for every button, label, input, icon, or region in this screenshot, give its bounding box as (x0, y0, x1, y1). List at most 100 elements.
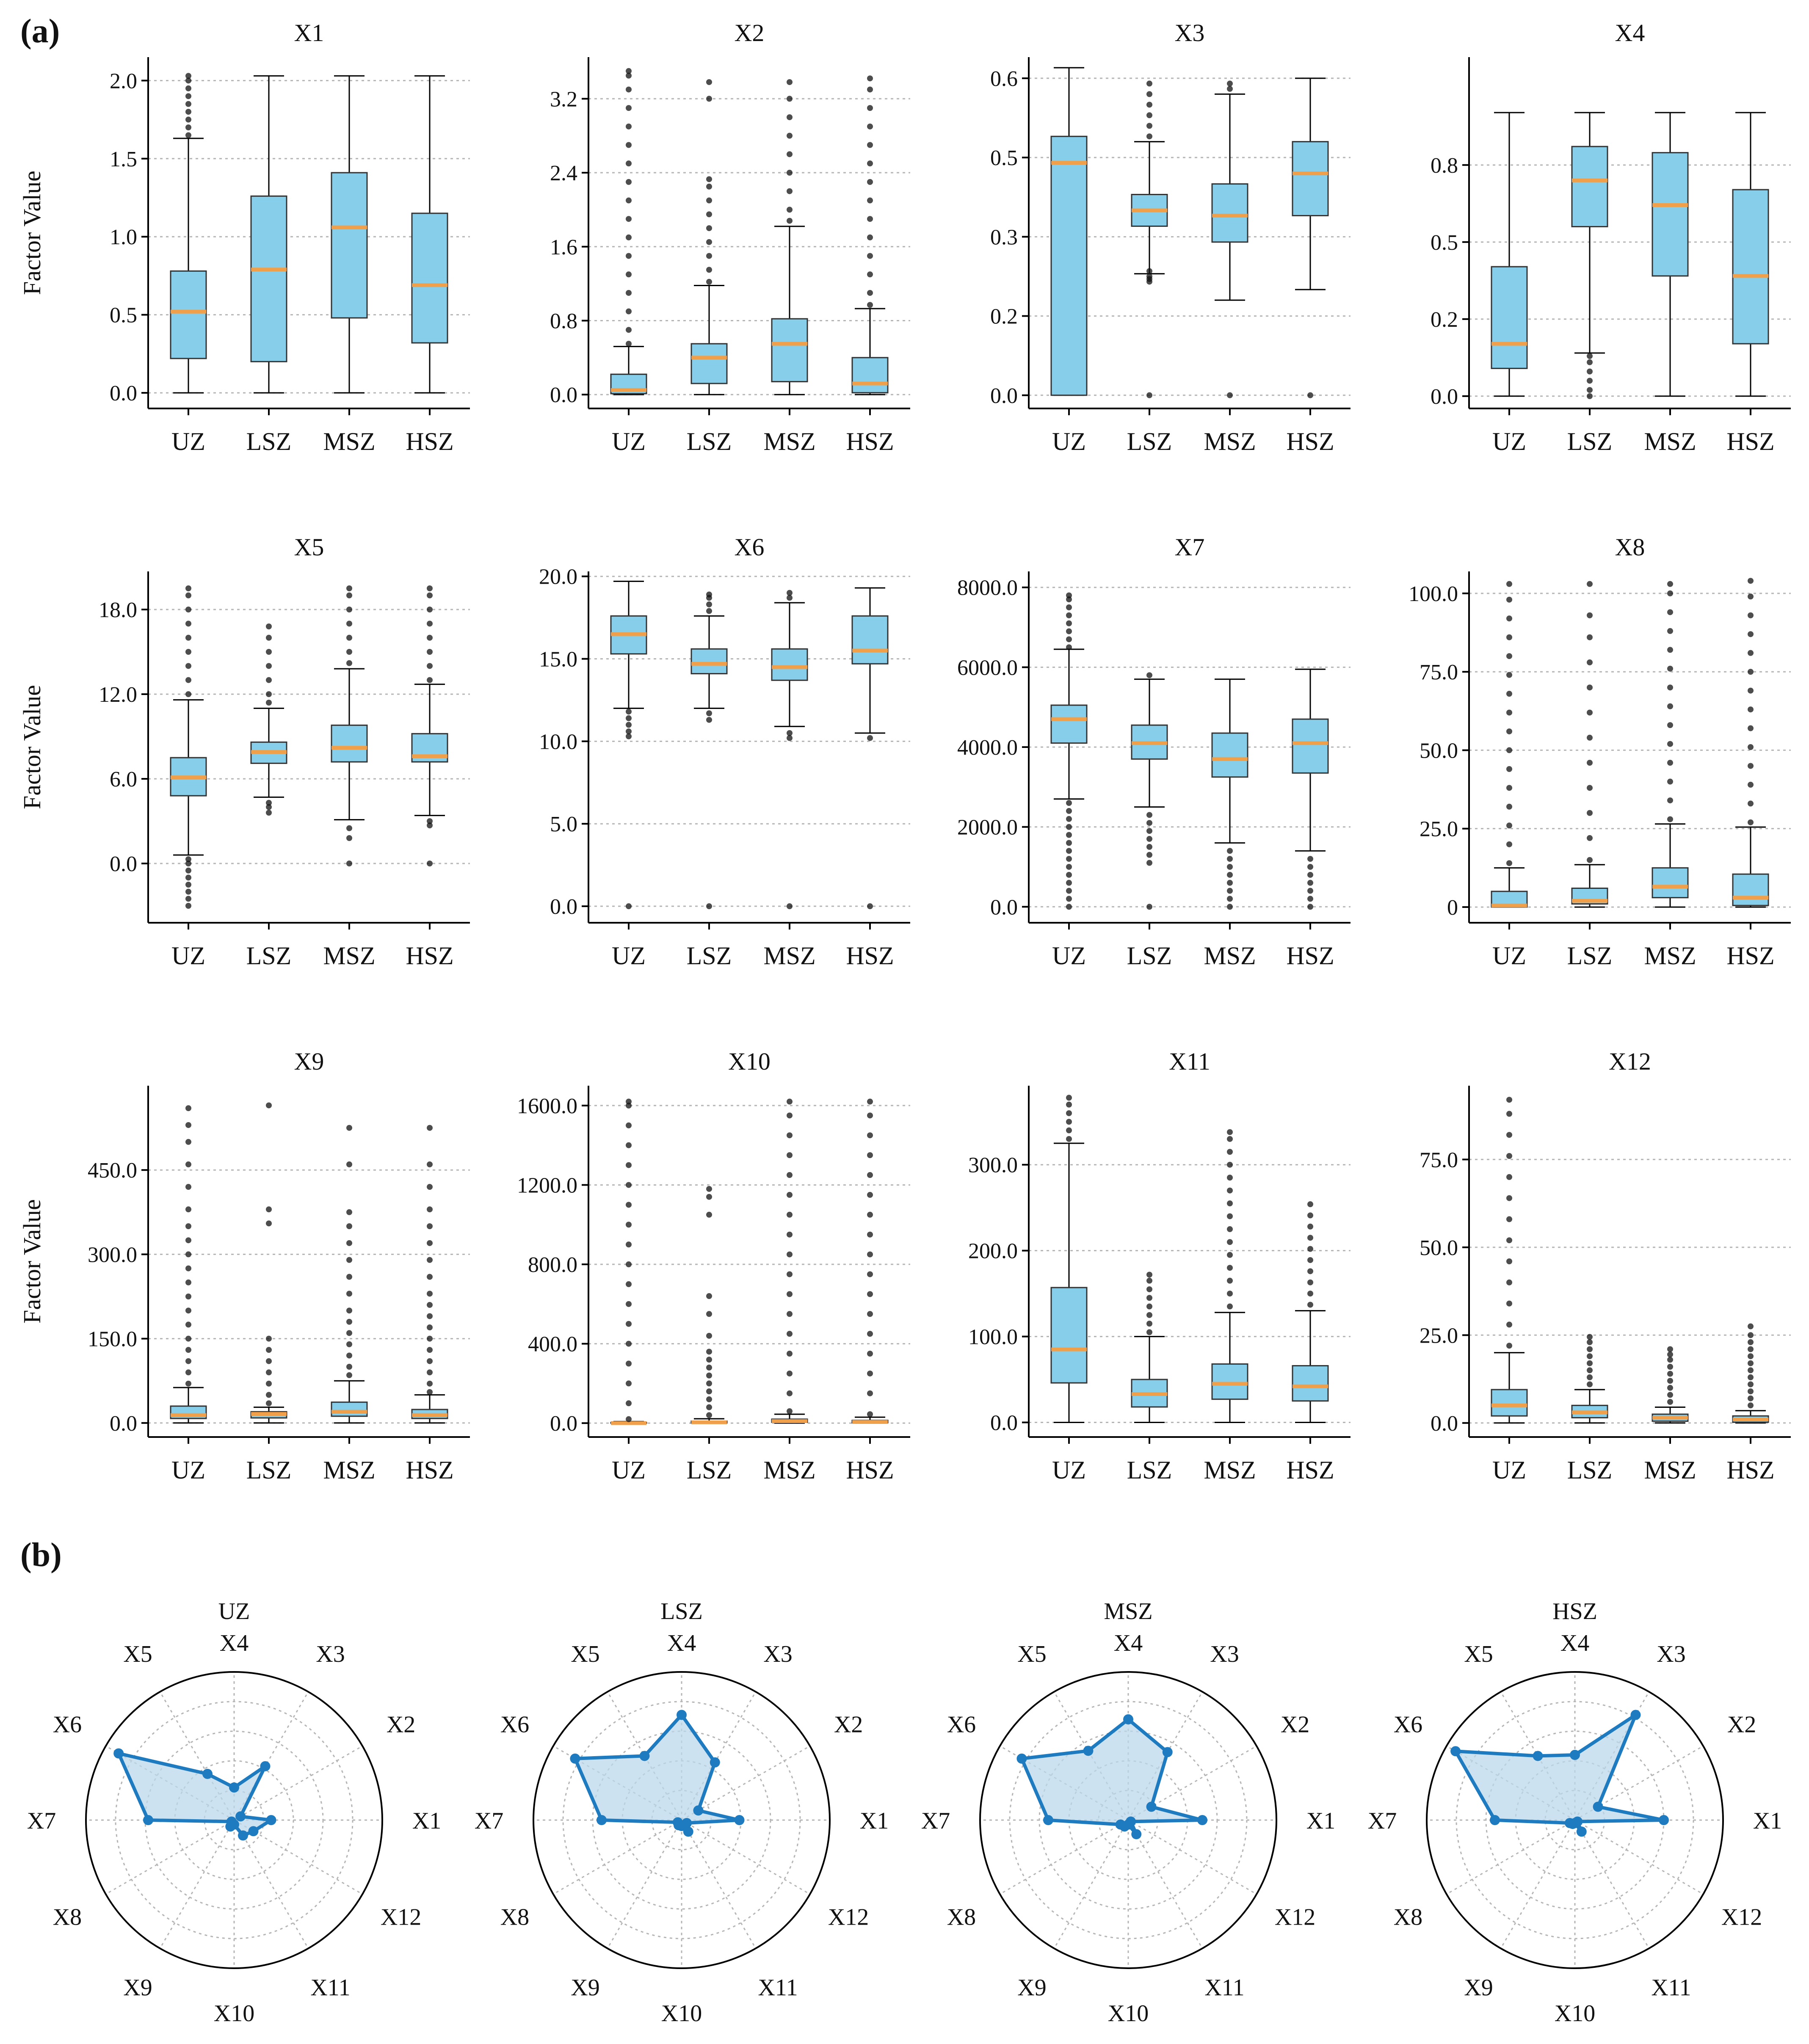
box-hsz (411, 1125, 448, 1424)
outlier-point (1146, 1272, 1152, 1278)
outlier-point (427, 1161, 433, 1167)
radar-point-x6 (1450, 1746, 1461, 1757)
radar-point-x1 (734, 1815, 745, 1825)
outlier-point (427, 677, 433, 683)
outlier-point (787, 590, 793, 596)
radar-point-x4 (1123, 1714, 1133, 1724)
radar-point-x3 (710, 1757, 720, 1768)
radar-point-x3 (1630, 1710, 1641, 1720)
box-lsz (1131, 672, 1168, 910)
y-tick-label: 75.0 (1420, 660, 1458, 684)
x-tick-label: MSZ (1204, 1456, 1256, 1484)
outlier-point (266, 1206, 272, 1213)
outlier-point (706, 1380, 712, 1387)
outlier-point (266, 1392, 272, 1398)
radar-axis-label: X4 (1114, 1630, 1143, 1656)
outlier-point (706, 1194, 712, 1200)
outlier-point (1066, 863, 1072, 870)
outlier-point (1066, 612, 1072, 618)
outlier-point (1146, 828, 1152, 834)
y-tick-label: 4000.0 (957, 736, 1018, 760)
outlier-point (1066, 856, 1072, 862)
outlier-point (1667, 647, 1673, 653)
radar-axis-label: X3 (1657, 1641, 1685, 1667)
x-tick-label: LSZ (1567, 1456, 1613, 1484)
outlier-point (1227, 856, 1233, 862)
outlier-point (626, 715, 632, 721)
outlier-point (867, 160, 873, 167)
iqr-box (411, 212, 448, 344)
outlier-point (626, 253, 632, 259)
outlier-point (626, 728, 632, 734)
outlier-point (787, 132, 793, 139)
box-msz (771, 590, 808, 910)
outlier-point (185, 1347, 191, 1353)
outlier-point (1227, 1239, 1233, 1245)
outlier-point (1587, 1381, 1593, 1387)
outlier-point (787, 903, 793, 910)
outlier-point (1506, 1321, 1512, 1328)
chart-title: X6 (735, 533, 765, 561)
box-lsz (1571, 581, 1608, 908)
outlier-point (1587, 1360, 1593, 1366)
outlier-point (787, 188, 793, 194)
outlier-point (867, 179, 873, 185)
radar-chart-uz: X1 X2 X3 X4 X5 X6 X7 X8 X9 X10 X11 X12 UZ (27, 1598, 441, 2027)
outlier-point (706, 1372, 712, 1379)
outlier-point (266, 1102, 272, 1109)
outlier-point (626, 1261, 632, 1268)
outlier-point (185, 903, 191, 909)
box-lsz (1571, 112, 1608, 399)
outlier-point (185, 1223, 191, 1229)
outlier-point (867, 105, 873, 111)
radar-point-x4 (229, 1782, 239, 1793)
outlier-point (185, 101, 191, 107)
outlier-point (1146, 133, 1152, 140)
outlier-point (1146, 1329, 1152, 1335)
chart-title: X10 (728, 1048, 771, 1075)
outlier-point (1587, 634, 1593, 640)
outlier-point (867, 1231, 873, 1238)
outlier-point (1307, 1212, 1313, 1219)
outlier-point (626, 1098, 632, 1105)
outlier-point (706, 225, 712, 232)
radar-point-x6 (570, 1753, 580, 1764)
box-msz (1652, 1346, 1689, 1424)
outlier-point (626, 142, 632, 148)
radar-axis-label: X4 (1560, 1630, 1589, 1656)
outlier-point (266, 1400, 272, 1407)
iqr-box (1571, 146, 1608, 227)
outlier-point (1146, 860, 1152, 866)
y-tick-label: 6.0 (110, 767, 137, 792)
x-tick-label: UZ (612, 1456, 646, 1484)
box-msz (1211, 1129, 1248, 1423)
outlier-point (706, 1332, 712, 1339)
outlier-point (346, 861, 352, 866)
outlier-point (1227, 1129, 1233, 1135)
outlier-point (185, 882, 191, 888)
chart-title: X1 (294, 19, 324, 47)
box-hsz (851, 1098, 889, 1424)
outlier-point (185, 607, 191, 612)
radar-axis-label: X11 (1651, 1975, 1691, 2001)
outlier-point (1307, 1257, 1313, 1263)
iqr-box (1292, 141, 1329, 216)
outlier-point (1587, 659, 1593, 665)
outlier-point (1667, 722, 1673, 728)
radar-point-x3 (1162, 1747, 1173, 1757)
outlier-point (1587, 1353, 1593, 1360)
outlier-point (787, 1211, 793, 1218)
outlier-point (626, 1341, 632, 1347)
outlier-point (1587, 1367, 1593, 1374)
outlier-point (867, 1132, 873, 1139)
iqr-box (1211, 183, 1248, 243)
x-tick-label: UZ (1492, 1456, 1526, 1484)
y-axis-label: Factor Value (18, 1199, 46, 1324)
box-chart-x8: 0 25.0 50.0 75.0 100.0 X8 UZ LSZ MSZ HSZ (1409, 533, 1791, 970)
outlier-point (1227, 1277, 1233, 1284)
outlier-point (185, 124, 191, 130)
radar-charts: X1X2X3X4X5X6X7X8X9X10X11X12UZX1X2X3X4X5X… (27, 1598, 1782, 2027)
iqr-box (1732, 873, 1769, 906)
y-tick-label: 0.0 (1431, 1412, 1458, 1436)
outlier-point (346, 1223, 352, 1229)
